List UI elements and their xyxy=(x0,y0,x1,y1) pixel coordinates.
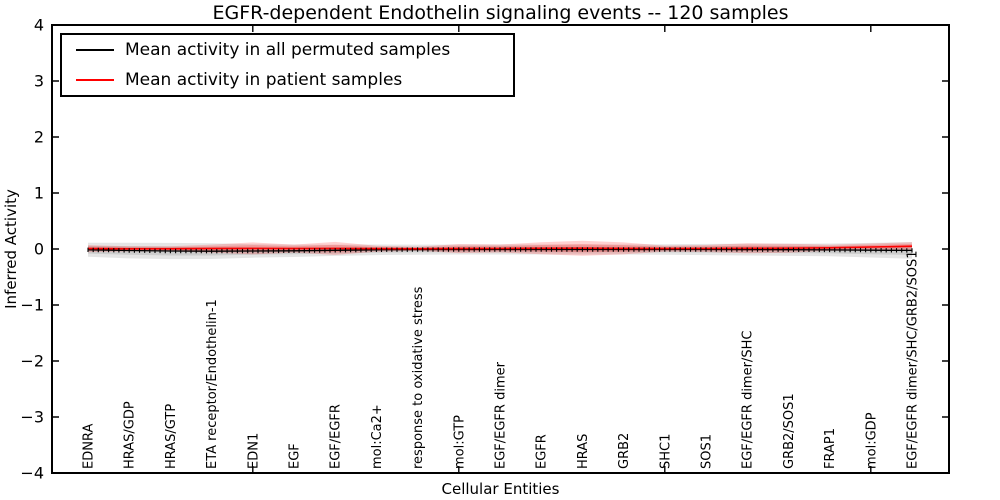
axes-frame xyxy=(51,24,950,474)
y-tick-label: 1 xyxy=(34,184,44,203)
y-tick-label: 2 xyxy=(34,128,44,147)
x-category-label: EGFR xyxy=(535,434,550,469)
x-category-label: EGF/EGFR dimer xyxy=(494,361,509,469)
x-category-label: mol:GTP xyxy=(452,415,467,469)
x-category-label: response to oxidative stress xyxy=(411,286,426,469)
x-category-label: ETA receptor/Endothelin-1 xyxy=(205,299,220,469)
x-category-label: FRAP1 xyxy=(823,428,838,469)
x-category-label: mol:Ca2+ xyxy=(370,404,385,469)
x-category-label: HRAS xyxy=(576,434,591,469)
x-category-label: EGF/EGFR xyxy=(329,404,344,469)
x-axis-label: Cellular Entities xyxy=(441,480,560,498)
legend: Mean activity in all permuted samples Me… xyxy=(60,33,515,97)
y-axis-label: Inferred Activity xyxy=(2,189,20,309)
axis-ticks xyxy=(53,24,948,474)
legend-line-permuted xyxy=(76,49,114,51)
legend-label-permuted: Mean activity in all permuted samples xyxy=(125,40,451,60)
x-category-label: HRAS/GDP xyxy=(123,401,138,469)
legend-label-patient: Mean activity in patient samples xyxy=(125,70,403,90)
permuted-line-markers xyxy=(87,247,913,254)
x-category-label: mol:GDP xyxy=(864,412,879,469)
y-tick-label: −1 xyxy=(20,296,44,315)
x-category-label: GRB2 xyxy=(617,433,632,469)
x-category-label: SOS1 xyxy=(700,434,715,469)
legend-line-patient xyxy=(76,79,114,81)
x-category-label: SHC1 xyxy=(658,434,673,469)
y-tick-label: 3 xyxy=(34,72,44,91)
y-tick-label: 0 xyxy=(34,240,44,259)
x-category-label: EDNRA xyxy=(82,424,97,469)
legend-entry-permuted: Mean activity in all permuted samples xyxy=(62,35,513,65)
x-category-label: HRAS/GTP xyxy=(164,404,179,469)
x-category-label: GRB2/SOS1 xyxy=(782,393,797,469)
x-category-label: EDN1 xyxy=(246,433,261,469)
y-tick-label: −2 xyxy=(20,352,44,371)
x-category-label: EGF/EGFR dimer/SHC xyxy=(741,331,756,469)
y-tick-label: −4 xyxy=(20,464,44,483)
y-tick-label: 4 xyxy=(34,16,44,35)
legend-entry-patient: Mean activity in patient samples xyxy=(62,65,513,95)
y-tick-label: −3 xyxy=(20,408,44,427)
x-category-label: EGF xyxy=(288,443,303,469)
x-category-label: EGF/EGFR dimer/SHC/GRB2/SOS1 xyxy=(906,251,921,470)
chart-title: EGFR-dependent Endothelin signaling even… xyxy=(212,2,789,24)
